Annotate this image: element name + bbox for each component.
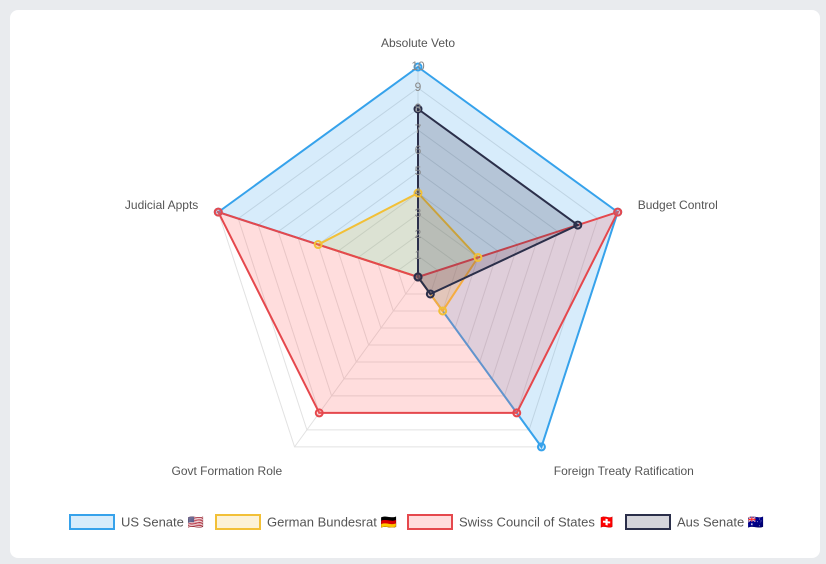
point — [536, 442, 546, 452]
point — [512, 408, 522, 418]
legend-label: Swiss Council of States 🇨🇭 — [459, 514, 615, 529]
series-area — [216, 210, 620, 414]
axis-label: Absolute Veto — [381, 36, 455, 50]
tick-label: 7 — [415, 122, 422, 136]
axis-label: Govt Formation Role — [172, 464, 283, 478]
point — [438, 306, 448, 316]
axis-label: Foreign Treaty Ratification — [554, 464, 694, 478]
tick-label: 9 — [415, 80, 422, 94]
point — [425, 289, 435, 299]
legend-label: Aus Senate 🇦🇺 — [677, 514, 764, 529]
grid-ring — [357, 213, 479, 329]
grid-ring — [317, 171, 519, 363]
legend-swatch — [69, 514, 115, 530]
axis-label: Budget Control — [638, 198, 718, 212]
grid-ring — [397, 255, 439, 295]
legend-swatch — [625, 514, 671, 530]
point — [413, 104, 423, 114]
tick-label: 2 — [415, 227, 422, 241]
grid-ring — [277, 129, 559, 397]
tick-label: 4 — [415, 185, 422, 199]
legend-swatch — [407, 514, 453, 530]
legend-swatch — [215, 514, 261, 530]
tick-label: 8 — [415, 101, 422, 115]
point — [413, 272, 423, 282]
point — [213, 207, 223, 217]
grid-ring — [297, 150, 539, 380]
tick-label: 10 — [411, 59, 425, 73]
tick-label: 6 — [415, 143, 422, 157]
legend-label: US Senate 🇺🇸 — [121, 514, 204, 529]
point — [314, 408, 324, 418]
point — [313, 240, 323, 250]
grid-ring — [237, 87, 599, 431]
point — [573, 220, 583, 230]
point — [413, 188, 423, 198]
grid-ring — [377, 234, 459, 312]
spoke — [294, 276, 419, 448]
tick-label: 5 — [415, 164, 422, 178]
legend-label: German Bundesrat 🇩🇪 — [267, 514, 397, 529]
axis-label: Judicial Appts — [125, 198, 198, 212]
grid-ring — [337, 192, 499, 346]
point — [473, 253, 483, 263]
tick-label: 1 — [415, 248, 422, 262]
point — [413, 62, 423, 72]
card — [10, 10, 820, 558]
point — [613, 207, 623, 217]
series-area — [417, 107, 580, 296]
tick-label: 3 — [415, 206, 422, 220]
